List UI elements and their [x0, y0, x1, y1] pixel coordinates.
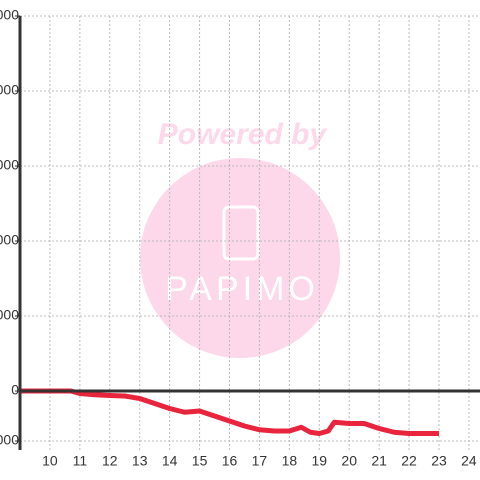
x-tick-label: 23 [431, 453, 447, 469]
y-tick-label: 120,000 [0, 82, 19, 98]
watermark-title: Powered by [158, 118, 328, 151]
x-tick-label: 12 [102, 453, 118, 469]
y-tick-label: 60,000 [0, 232, 19, 248]
y-tick-label: -20,000 [0, 432, 19, 448]
y-tick-label: 90,000 [0, 157, 19, 173]
y-tick-label: 150,000 [0, 7, 19, 23]
x-tick-label: 20 [341, 453, 357, 469]
y-tick-label: 30,000 [0, 307, 19, 323]
x-tick-label: 13 [132, 453, 148, 469]
x-tick-label: 11 [73, 453, 88, 469]
x-tick-label: 14 [162, 453, 178, 469]
data-line [20, 388, 439, 436]
watermark-icon [222, 205, 260, 261]
x-tick-label: 16 [222, 453, 238, 469]
x-tick-label: 24 [461, 453, 477, 469]
grid [20, 15, 480, 450]
x-tick-label: 18 [282, 453, 298, 469]
x-tick-label: 19 [311, 453, 327, 469]
x-tick-label: 17 [252, 453, 268, 469]
plot [20, 388, 439, 436]
x-tick-label: 10 [42, 453, 58, 469]
x-tick-label: 21 [371, 453, 387, 469]
x-tick-label: 22 [401, 453, 417, 469]
watermark-logo: PAPIMO [165, 270, 319, 308]
x-tick-label: 15 [192, 453, 208, 469]
y-tick-label: 0 [11, 382, 19, 398]
